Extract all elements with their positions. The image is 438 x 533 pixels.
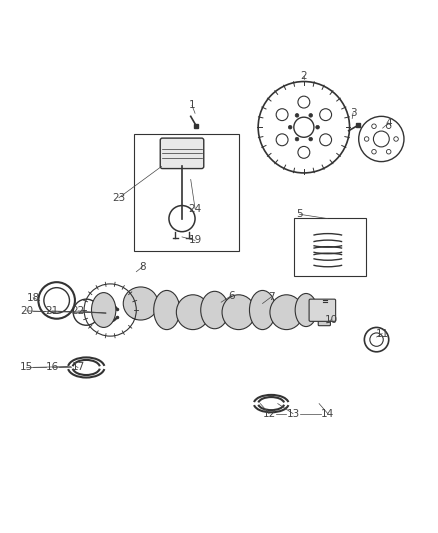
Ellipse shape (123, 287, 158, 320)
Ellipse shape (154, 290, 180, 329)
Circle shape (295, 114, 299, 117)
FancyBboxPatch shape (160, 138, 204, 168)
Circle shape (316, 125, 319, 129)
Text: 7: 7 (268, 292, 275, 302)
Text: 19: 19 (188, 236, 201, 245)
Text: 22: 22 (71, 306, 85, 316)
Text: 8: 8 (140, 262, 146, 271)
Text: 20: 20 (20, 306, 33, 316)
Ellipse shape (270, 295, 303, 329)
Text: 5: 5 (296, 209, 303, 219)
Text: 13: 13 (286, 409, 300, 418)
Text: 10: 10 (325, 314, 338, 325)
Text: 17: 17 (71, 362, 85, 373)
Text: 11: 11 (375, 328, 389, 338)
Ellipse shape (222, 295, 255, 329)
Text: 3: 3 (350, 108, 357, 118)
Text: 2: 2 (300, 71, 307, 81)
Ellipse shape (92, 293, 116, 327)
Text: 15: 15 (20, 362, 33, 373)
Circle shape (295, 138, 299, 141)
Text: 4: 4 (385, 118, 392, 128)
FancyBboxPatch shape (318, 319, 330, 326)
Text: 1: 1 (189, 100, 195, 110)
Text: 21: 21 (45, 306, 59, 316)
Circle shape (309, 138, 313, 141)
FancyBboxPatch shape (309, 299, 336, 321)
Circle shape (309, 114, 313, 117)
Text: 14: 14 (321, 409, 335, 418)
Ellipse shape (295, 294, 317, 327)
Text: 6: 6 (228, 290, 234, 301)
Text: 24: 24 (188, 204, 201, 214)
Circle shape (288, 125, 292, 129)
Text: 16: 16 (46, 362, 60, 373)
Text: 23: 23 (112, 193, 126, 203)
Ellipse shape (177, 295, 209, 329)
Text: 18: 18 (27, 293, 40, 303)
Ellipse shape (201, 292, 229, 329)
Ellipse shape (250, 290, 276, 329)
Text: 12: 12 (262, 409, 276, 418)
